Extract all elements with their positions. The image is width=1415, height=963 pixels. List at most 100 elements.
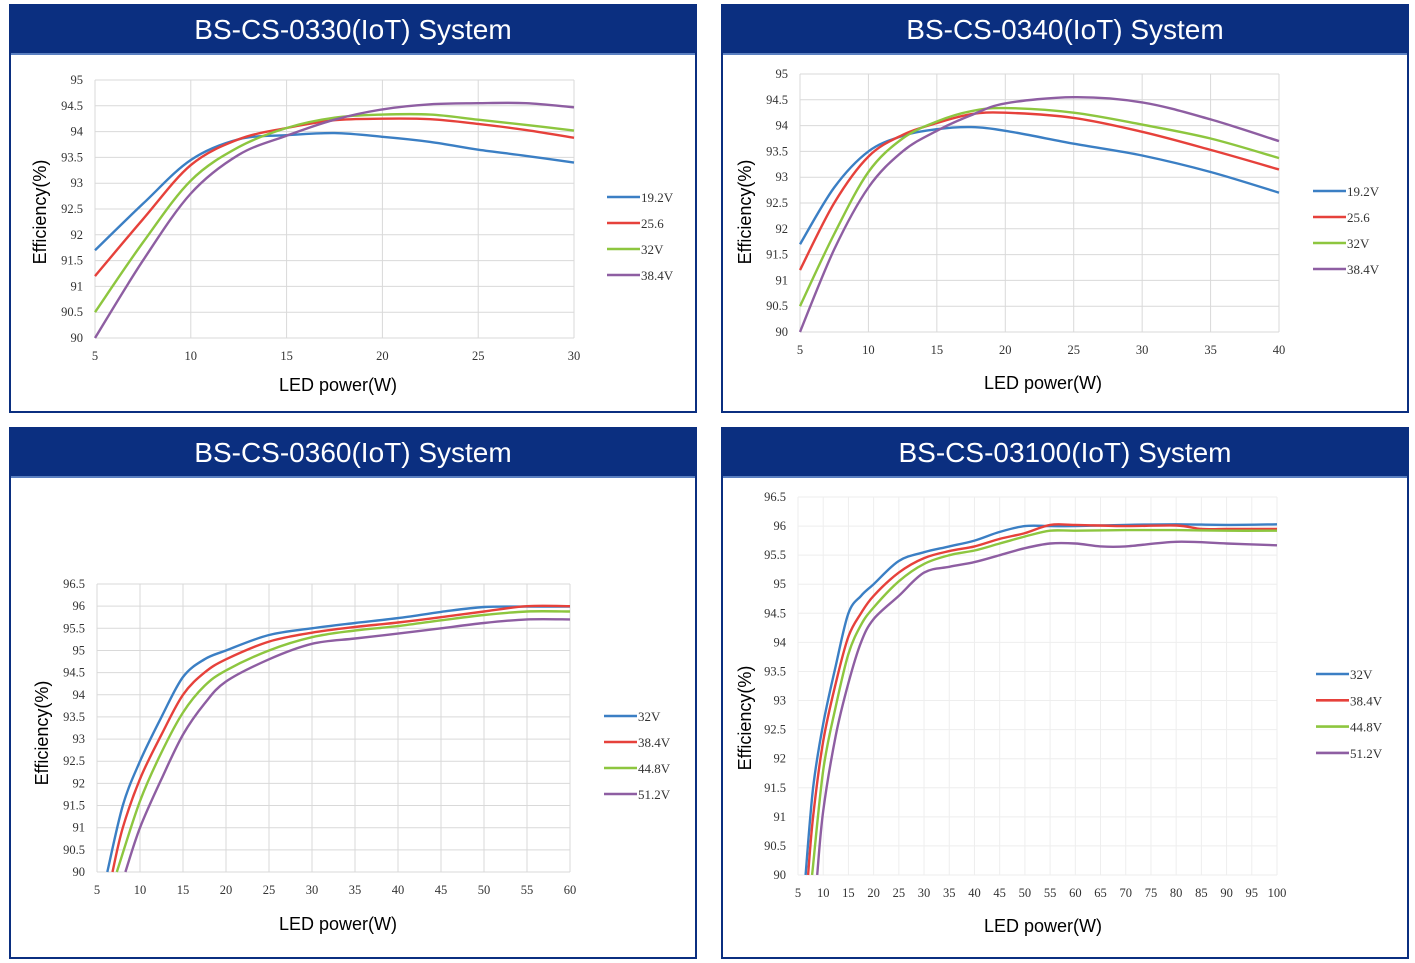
chart-2: 90 90.5 91 91.5 92 92.5 93 93.5 94 94.5 95 95.5 96 96… bbox=[32, 577, 671, 934]
y-tick-label: 90.5 bbox=[764, 839, 786, 853]
x-tick-label: 55 bbox=[521, 883, 534, 897]
y-tick-label: 92 bbox=[774, 752, 787, 766]
y-tick-label: 93.5 bbox=[766, 144, 788, 158]
x-axis-label: LED power(W) bbox=[984, 373, 1102, 393]
y-tick-label: 93.5 bbox=[63, 710, 85, 724]
legend-label: 32V bbox=[638, 709, 661, 724]
legend-label: 38.4V bbox=[641, 268, 674, 283]
chart-1: 90 90.5 91 91.5 92 92.5 93 93.5 94 94.5 95 5 10 15 20 2… bbox=[735, 67, 1380, 393]
y-axis-label: Efficiency(%) bbox=[32, 681, 52, 786]
y-tick-label: 91.5 bbox=[63, 799, 85, 813]
y-tick-label: 91 bbox=[73, 821, 86, 835]
y-axis-label: Efficiency(%) bbox=[30, 160, 50, 265]
y-tick-label: 95 bbox=[71, 73, 84, 87]
x-tick-label: 40 bbox=[968, 886, 981, 900]
x-tick-label: 10 bbox=[134, 883, 147, 897]
legend-label: 44.8V bbox=[1350, 720, 1383, 735]
series-line-25-6 bbox=[94, 117, 575, 277]
series-line-44-8v bbox=[115, 610, 571, 873]
y-tick-label: 92 bbox=[73, 776, 86, 790]
y-tick-label: 94 bbox=[776, 119, 789, 133]
panel-bs-cs-0360: BS-CS-0360(IoT) System bbox=[9, 427, 697, 959]
x-tick-label: 5 bbox=[92, 349, 98, 363]
panel-title: BS-CS-0330(IoT) System bbox=[11, 6, 695, 55]
x-tick-label: 30 bbox=[918, 886, 931, 900]
x-tick-label: 5 bbox=[797, 343, 803, 357]
x-tick-label: 5 bbox=[795, 886, 801, 900]
y-tick-label: 94 bbox=[73, 688, 86, 702]
y-tick-label: 95.5 bbox=[63, 621, 85, 635]
panel-title: BS-CS-0340(IoT) System bbox=[723, 6, 1407, 55]
y-tick-label: 94 bbox=[774, 635, 787, 649]
x-tick-label: 15 bbox=[842, 886, 855, 900]
legend-label: 38.4V bbox=[638, 735, 671, 750]
x-axis-label: LED power(W) bbox=[984, 916, 1102, 936]
panel-bs-cs-03100: BS-CS-03100(IoT) System bbox=[721, 427, 1409, 959]
y-tick-label: 93.5 bbox=[764, 664, 786, 678]
series-line-32v bbox=[804, 523, 1278, 876]
x-tick-label: 50 bbox=[1019, 886, 1032, 900]
x-tick-label: 30 bbox=[568, 349, 581, 363]
x-tick-label: 15 bbox=[177, 883, 190, 897]
y-tick-label: 94.5 bbox=[766, 93, 788, 107]
legend-label: 32V bbox=[1347, 236, 1370, 251]
legend-label: 32V bbox=[641, 242, 664, 257]
x-tick-label: 25 bbox=[893, 886, 906, 900]
y-tick-label: 93 bbox=[73, 732, 86, 746]
series-line-19-2v bbox=[798, 125, 1280, 245]
x-tick-label: 10 bbox=[862, 343, 875, 357]
x-tick-label: 85 bbox=[1195, 886, 1208, 900]
x-tick-label: 30 bbox=[306, 883, 319, 897]
y-tick-label: 90.5 bbox=[63, 843, 85, 857]
x-tick-label: 10 bbox=[817, 886, 830, 900]
x-tick-label: 95 bbox=[1246, 886, 1259, 900]
y-tick-label: 93 bbox=[776, 170, 789, 184]
legend-label: 38.4V bbox=[1350, 693, 1383, 708]
x-tick-label: 75 bbox=[1145, 886, 1158, 900]
legend-label: 51.2V bbox=[638, 787, 671, 802]
legend-label: 44.8V bbox=[638, 761, 671, 776]
y-tick-label: 92 bbox=[71, 228, 84, 242]
y-tick-label: 93.5 bbox=[61, 150, 83, 164]
x-tick-label: 35 bbox=[943, 886, 956, 900]
x-tick-label: 50 bbox=[478, 883, 491, 897]
y-axis-label: Efficiency(%) bbox=[735, 666, 755, 771]
x-tick-label: 40 bbox=[1273, 343, 1286, 357]
legend-label: 25.6 bbox=[641, 216, 664, 231]
y-tick-label: 91.5 bbox=[61, 254, 83, 268]
chart-3: 90 90.5 91 91.5 92 92.5 93 93.5 94 94.5 95 95.5 96 96… bbox=[735, 490, 1383, 936]
y-tick-label: 90.5 bbox=[61, 305, 83, 319]
y-tick-label: 92.5 bbox=[61, 202, 83, 216]
x-tick-label: 20 bbox=[867, 886, 880, 900]
x-tick-label: 35 bbox=[1204, 343, 1217, 357]
y-tick-label: 94.5 bbox=[764, 606, 786, 620]
x-axis-label: LED power(W) bbox=[279, 375, 397, 395]
y-tick-label: 94 bbox=[71, 125, 84, 139]
panel-title: BS-CS-03100(IoT) System bbox=[723, 429, 1407, 478]
x-tick-label: 15 bbox=[931, 343, 944, 357]
y-tick-label: 91.5 bbox=[764, 781, 786, 795]
y-tick-label: 96.5 bbox=[764, 490, 786, 504]
x-tick-label: 80 bbox=[1170, 886, 1183, 900]
series-line-38-4v bbox=[93, 101, 575, 339]
panel-title: BS-CS-0360(IoT) System bbox=[11, 429, 695, 478]
y-tick-label: 92.5 bbox=[766, 196, 788, 210]
y-tick-label: 96 bbox=[774, 519, 787, 533]
y-tick-label: 90 bbox=[71, 331, 84, 345]
series-line-38-4v bbox=[806, 523, 1277, 876]
x-tick-label: 30 bbox=[1136, 343, 1149, 357]
series-line-32v bbox=[106, 605, 571, 873]
legend-label: 51.2V bbox=[1350, 746, 1383, 761]
x-tick-label: 10 bbox=[185, 349, 198, 363]
y-tick-label: 90 bbox=[776, 325, 789, 339]
y-tick-label: 94.5 bbox=[61, 99, 83, 113]
x-tick-label: 20 bbox=[220, 883, 233, 897]
y-tick-label: 92.5 bbox=[63, 754, 85, 768]
legend-label: 32V bbox=[1350, 667, 1373, 682]
series-line-38-4v bbox=[798, 95, 1280, 333]
legend-label: 19.2V bbox=[641, 190, 674, 205]
series-line-44-8v bbox=[810, 528, 1278, 876]
x-axis-label: LED power(W) bbox=[279, 914, 397, 934]
y-tick-label: 91.5 bbox=[766, 248, 788, 262]
